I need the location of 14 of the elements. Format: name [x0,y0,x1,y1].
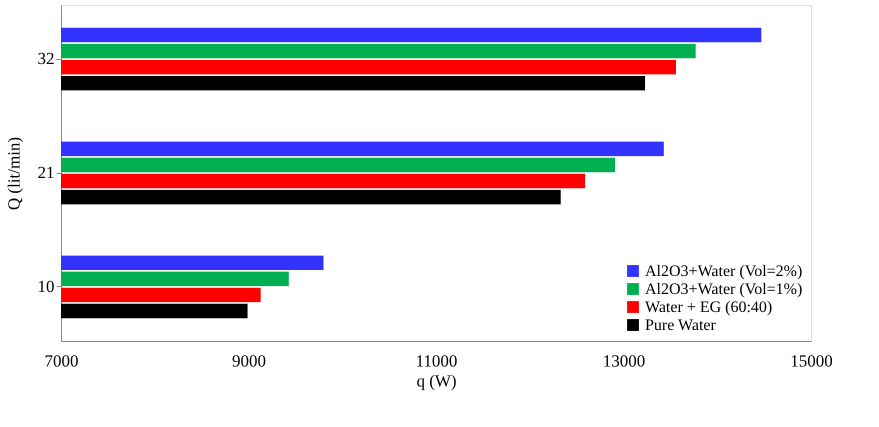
x-tick-label: 13000 [602,352,646,370]
x-tick-label: 11000 [416,352,458,370]
legend-label: Al2O3+Water (Vol=1%) [645,281,802,298]
legend-label: Al2O3+Water (Vol=2%) [645,263,802,280]
y-axis-title: Q (lit/min) [4,136,24,210]
y-tick-label: 10 [38,276,54,296]
x-tick-label: 15000 [790,352,833,370]
legend-label: Pure Water [645,317,717,334]
y-tick-label: 21 [38,163,54,182]
x-tick-label: 7000 [44,352,78,370]
y-tick-label: 32 [38,49,54,68]
legend-label: Water + EG (60:40) [645,299,772,316]
x-tick-label: 9000 [232,352,266,370]
x-axis-title: q (W) [416,372,457,390]
